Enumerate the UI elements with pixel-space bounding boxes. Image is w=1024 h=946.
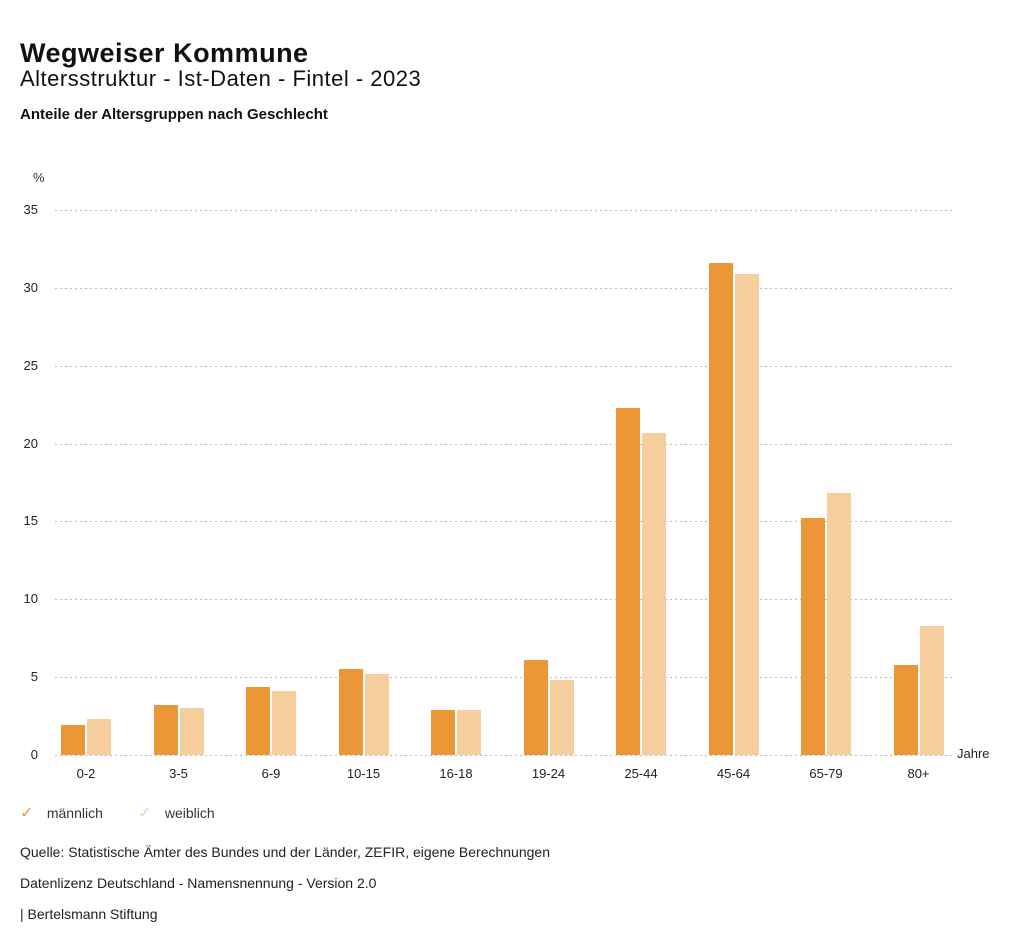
- legend-label-weiblich: weiblich: [164, 805, 215, 821]
- gridline-25: [55, 365, 952, 367]
- legend-label-maennlich: männlich: [46, 805, 103, 821]
- bar-männlich-3-5[interactable]: [153, 705, 178, 755]
- x-tick-label-10-15: 10-15: [346, 766, 381, 781]
- check-icon: ✓: [20, 805, 34, 822]
- legend-item-weiblich[interactable]: ✓ weiblich: [138, 803, 215, 825]
- bar-männlich-25-44[interactable]: [616, 407, 640, 755]
- x-axis-unit-label: Jahre: [957, 746, 990, 761]
- y-tick-label-35: 35: [23, 202, 38, 217]
- y-axis-unit-label: %: [33, 170, 45, 185]
- y-tick-label-25: 25: [23, 357, 38, 373]
- gridline-10: [55, 599, 952, 601]
- y-tick-label-5: 5: [30, 669, 38, 685]
- gridline-35: [55, 210, 952, 211]
- y-tick-label-0: 0: [30, 747, 38, 762]
- bar-weiblich-10-15[interactable]: [364, 674, 389, 755]
- legend-item-maennlich[interactable]: ✓ männlich: [20, 803, 103, 825]
- x-tick-label-65-79: 65-79: [809, 766, 843, 781]
- bar-weiblich-45-64[interactable]: [734, 273, 759, 755]
- chart-caption: Anteile der Altersgruppen nach Geschlech…: [20, 106, 328, 123]
- y-tick-label-20: 20: [23, 435, 38, 451]
- page-title: Wegweiser Kommune: [20, 38, 309, 69]
- gridline-20: [55, 443, 952, 445]
- bar-männlich-80+[interactable]: [893, 664, 918, 755]
- bar-männlich-10-15[interactable]: [338, 669, 363, 755]
- x-tick-label-0-2: 0-2: [76, 766, 96, 781]
- gridline-5: [55, 677, 952, 679]
- gridline-0: [55, 755, 952, 756]
- x-tick-label-25-44: 25-44: [624, 766, 658, 781]
- bar-weiblich-6-9[interactable]: [272, 691, 296, 755]
- x-tick-label-16-18: 16-18: [439, 766, 473, 781]
- x-tick-label-45-64: 45-64: [716, 766, 751, 781]
- bar-männlich-65-79[interactable]: [801, 518, 825, 755]
- bar-männlich-19-24[interactable]: [523, 660, 548, 755]
- x-tick-label-3-5: 3-5: [169, 766, 188, 781]
- footer-license: Datenlizenz Deutschland - Namensnennung …: [20, 875, 377, 891]
- bar-weiblich-0-2[interactable]: [87, 719, 111, 755]
- bar-männlich-6-9[interactable]: [246, 686, 270, 755]
- legend: ✓ männlich ✓ weiblich: [0, 803, 1024, 825]
- bar-männlich-45-64[interactable]: [708, 262, 733, 755]
- footer-source: Quelle: Statistische Ämter des Bundes un…: [20, 844, 550, 860]
- bar-weiblich-3-5[interactable]: [179, 708, 204, 755]
- chart-subtitle: Altersstruktur - Ist-Daten - Fintel - 20…: [20, 66, 422, 91]
- plot-area: [55, 210, 952, 756]
- y-tick-label-15: 15: [23, 513, 38, 529]
- footer-attribution: | Bertelsmann Stiftung: [20, 906, 158, 922]
- bar-weiblich-19-24[interactable]: [549, 680, 574, 755]
- bar-weiblich-80+[interactable]: [919, 625, 944, 755]
- x-tick-label-19-24: 19-24: [531, 766, 566, 781]
- bar-weiblich-65-79[interactable]: [827, 493, 851, 755]
- bar-männlich-0-2[interactable]: [61, 725, 85, 755]
- bar-weiblich-25-44[interactable]: [642, 432, 666, 755]
- x-tick-label-6-9: 6-9: [261, 766, 281, 781]
- y-tick-label-10: 10: [23, 591, 38, 607]
- bar-weiblich-16-18[interactable]: [457, 709, 481, 755]
- check-icon: ✓: [138, 805, 152, 822]
- x-tick-label-80+: 80+: [907, 766, 930, 781]
- y-tick-label-30: 30: [23, 279, 38, 295]
- gridline-15: [55, 521, 952, 523]
- gridline-30: [55, 287, 952, 289]
- bar-männlich-16-18[interactable]: [431, 709, 455, 755]
